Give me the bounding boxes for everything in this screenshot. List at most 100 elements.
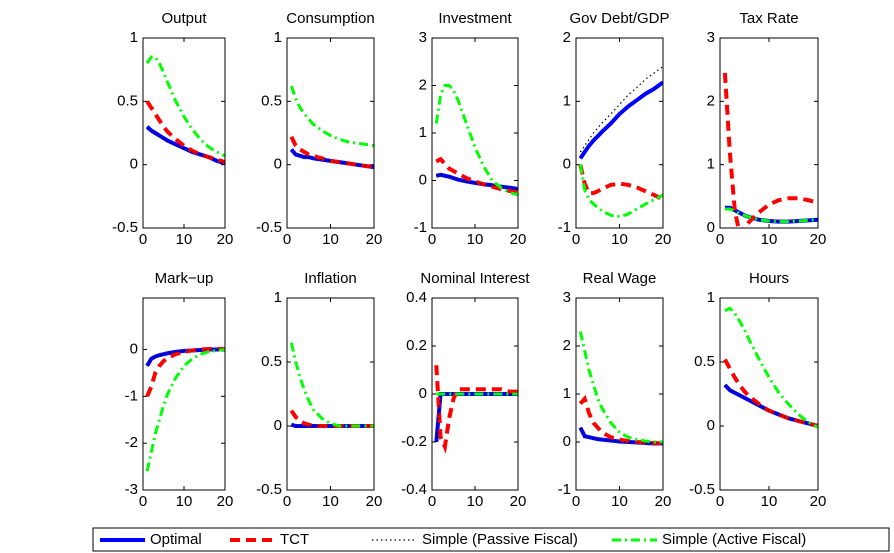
legend-label: Simple (Active Fiscal) [662,531,806,548]
y-tick-label: 0.5 [117,92,138,109]
x-tick-label: 10 [322,493,339,510]
y-tick-label: -2 [125,434,138,451]
axes-box [575,37,664,229]
y-tick-label: 0.5 [694,353,715,370]
series-line [722,72,818,228]
axes-box [142,37,226,229]
y-tick-label: -1 [558,219,571,236]
y-tick-label: -0.4 [401,481,427,498]
plot-area [578,66,663,219]
x-tick-label: 0 [139,231,147,248]
plot-area [145,55,225,166]
y-tick-label: 0 [563,156,571,173]
x-tick-label: 0 [716,493,724,510]
panel-title: Hours [749,270,789,287]
axes-box [431,297,519,491]
plot-area [578,331,663,446]
y-tick-label: -3 [125,481,138,498]
x-tick-label: 20 [810,231,827,248]
series-line [578,164,663,202]
y-tick-label: -1 [125,387,138,404]
series-line [579,427,663,445]
series-line [434,392,518,443]
y-tick-label: 0 [707,417,715,434]
x-tick-label: 10 [467,231,484,248]
series-line [290,149,374,168]
series-line [146,128,225,164]
series-line [578,331,663,444]
series-line [578,394,663,446]
series-line [145,100,225,165]
series-line [289,409,374,428]
x-tick-label: 10 [176,231,193,248]
panel-title: Output [161,10,207,27]
y-tick-label: -0.5 [689,481,715,498]
y-tick-label: 0 [419,171,427,188]
series-line [435,393,518,443]
y-tick-label: 0.5 [261,92,282,109]
legend-box [92,527,890,552]
axes-box [575,297,664,491]
x-tick-label: 10 [322,231,339,248]
y-tick-label: 0 [419,385,427,402]
series-line [289,135,374,170]
y-tick-label: 3 [707,29,715,46]
x-tick-label: 10 [611,493,628,510]
legend-label: Simple (Passive Fiscal) [422,531,578,548]
series-line [434,84,518,197]
y-tick-label: -0.5 [112,219,138,236]
x-tick-label: 10 [467,493,484,510]
panel-title: Investment [438,10,512,27]
series-line [289,342,374,428]
x-tick-label: 20 [510,493,527,510]
y-tick-label: -0.5 [256,481,282,498]
x-tick-label: 10 [761,231,778,248]
y-tick-label: -0.5 [256,219,282,236]
x-tick-label: 20 [810,493,827,510]
y-tick-label: 0.2 [406,337,427,354]
panel-title: Tax Rate [739,10,798,27]
plot-area [145,347,225,472]
series-line [434,365,518,454]
x-tick-label: 10 [611,231,628,248]
series-line [289,85,374,148]
y-tick-label: 2 [563,337,571,354]
y-tick-label: 0 [274,417,282,434]
y-tick-label: 3 [419,29,427,46]
y-tick-label: -1 [558,481,571,498]
y-tick-label: 2 [563,29,571,46]
y-tick-label: 0 [130,340,138,357]
y-tick-label: -0.2 [401,433,427,450]
y-tick-label: 2 [419,76,427,93]
axes-box [431,37,519,229]
x-tick-label: 10 [176,493,193,510]
plot-area [289,85,374,170]
x-tick-label: 0 [716,231,724,248]
x-tick-label: 20 [655,231,672,248]
plot-area [434,365,518,454]
x-tick-label: 0 [139,493,147,510]
y-tick-label: 0 [563,433,571,450]
axes-box [719,297,819,491]
series-line [578,80,663,160]
series-line [724,208,818,223]
axes-box [286,37,375,229]
x-tick-label: 20 [510,231,527,248]
x-tick-label: 20 [366,493,383,510]
plot-area [434,84,518,197]
plot-area [722,72,818,228]
y-tick-label: 1 [563,385,571,402]
axes-box [719,37,819,229]
panel-title: Consumption [286,10,374,27]
y-tick-label: 2 [707,92,715,109]
x-tick-label: 20 [217,493,234,510]
y-tick-label: 1 [707,289,715,306]
x-tick-label: 20 [217,231,234,248]
series-line [145,125,225,166]
y-tick-label: 0 [130,156,138,173]
x-tick-label: 0 [572,493,580,510]
series-line [145,347,225,398]
axes-box [142,297,226,491]
y-tick-label: -1 [414,219,427,236]
